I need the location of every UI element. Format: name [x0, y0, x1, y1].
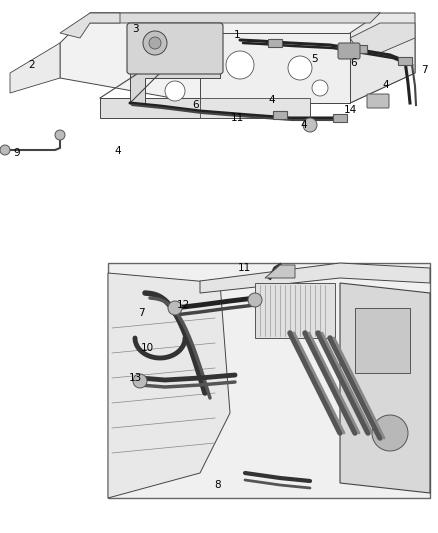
Text: 3: 3 [132, 24, 138, 34]
Polygon shape [333, 114, 347, 122]
Circle shape [55, 130, 65, 140]
Polygon shape [90, 13, 380, 23]
Polygon shape [353, 45, 367, 53]
Text: 14: 14 [343, 105, 357, 115]
Polygon shape [10, 43, 60, 93]
FancyBboxPatch shape [338, 43, 360, 59]
Text: 10: 10 [141, 343, 154, 353]
Circle shape [0, 145, 10, 155]
Polygon shape [268, 39, 282, 47]
Text: 4: 4 [115, 146, 121, 156]
Polygon shape [350, 13, 415, 103]
Circle shape [303, 118, 317, 132]
FancyBboxPatch shape [127, 23, 223, 74]
Circle shape [133, 374, 147, 388]
Polygon shape [60, 13, 415, 103]
Polygon shape [108, 273, 230, 498]
Circle shape [168, 301, 182, 315]
Polygon shape [60, 13, 120, 38]
Text: 4: 4 [383, 80, 389, 90]
Polygon shape [200, 263, 430, 293]
Polygon shape [273, 111, 287, 119]
Text: 6: 6 [351, 58, 357, 68]
Circle shape [165, 81, 185, 101]
Text: 6: 6 [193, 100, 199, 110]
Circle shape [372, 415, 408, 451]
Text: 4: 4 [268, 95, 276, 105]
Circle shape [149, 37, 161, 49]
Circle shape [226, 51, 254, 79]
Text: 9: 9 [14, 148, 20, 158]
Text: 7: 7 [420, 65, 427, 75]
Text: 11: 11 [230, 113, 244, 123]
Circle shape [288, 56, 312, 80]
Text: 8: 8 [215, 480, 221, 490]
Polygon shape [200, 98, 310, 118]
Text: 4: 4 [301, 120, 307, 130]
Polygon shape [130, 71, 220, 103]
Text: 11: 11 [237, 263, 251, 273]
Polygon shape [100, 98, 310, 118]
Text: 13: 13 [128, 373, 141, 383]
Text: 1: 1 [234, 30, 240, 40]
Polygon shape [340, 283, 430, 493]
Circle shape [143, 31, 167, 55]
FancyBboxPatch shape [355, 308, 410, 373]
Polygon shape [200, 33, 350, 103]
FancyBboxPatch shape [108, 263, 430, 498]
FancyBboxPatch shape [367, 94, 389, 108]
Circle shape [248, 293, 262, 307]
FancyBboxPatch shape [255, 283, 335, 338]
Text: 2: 2 [28, 60, 35, 70]
Text: 5: 5 [312, 54, 318, 64]
Text: 7: 7 [138, 308, 144, 318]
Polygon shape [398, 57, 412, 65]
Polygon shape [265, 265, 295, 278]
Polygon shape [350, 23, 415, 53]
Circle shape [312, 80, 328, 96]
Text: 12: 12 [177, 300, 190, 310]
